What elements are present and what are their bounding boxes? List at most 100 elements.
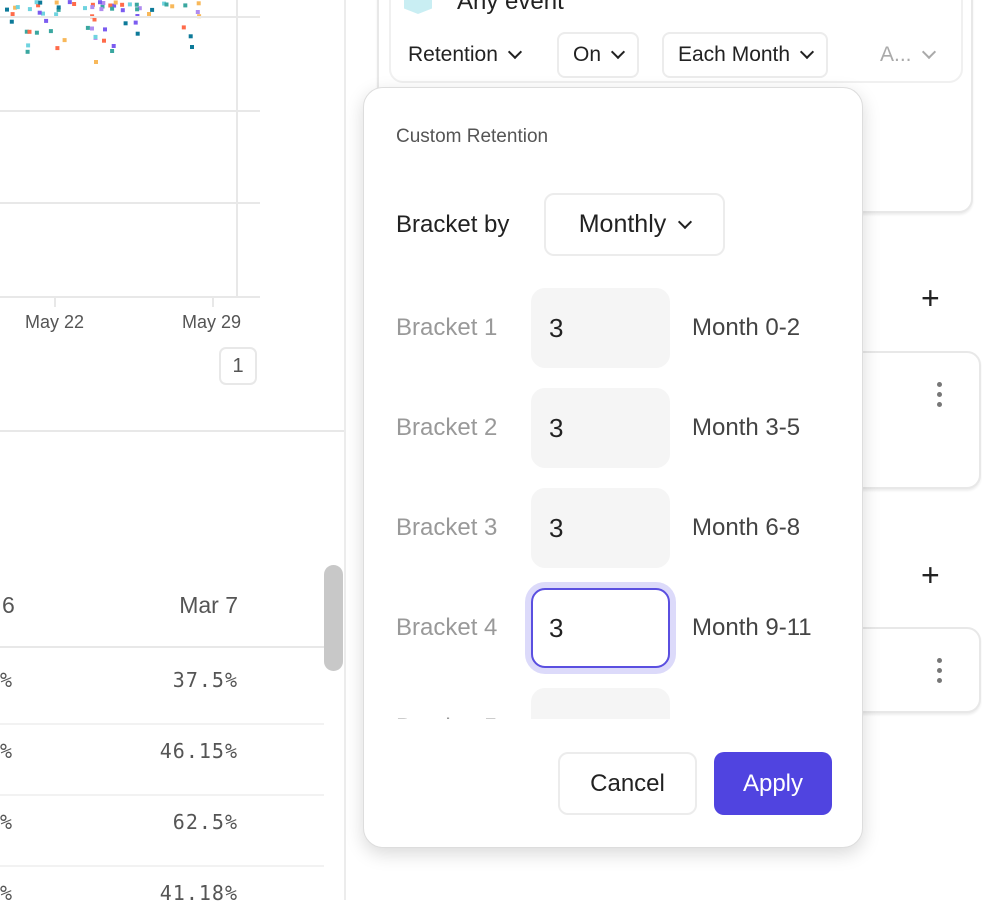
- scatter-point: [10, 12, 15, 17]
- gridline: [0, 16, 260, 18]
- gridline: [0, 110, 260, 112]
- more-options-icon[interactable]: [937, 658, 943, 683]
- scatter-point: [72, 2, 77, 6]
- x-tick-label: May 29: [182, 312, 242, 332]
- scatter-point: [170, 4, 175, 9]
- bracket-label: Bracket 5: [396, 714, 497, 719]
- row-divider: [0, 794, 324, 796]
- bracket-range: Month 9-11: [692, 614, 812, 641]
- scatter-point: [150, 7, 155, 12]
- more-options-icon[interactable]: [937, 382, 943, 407]
- row-divider: [0, 723, 324, 725]
- scatter-point: [113, 0, 118, 5]
- dropdown-value: Monthly: [578, 210, 667, 238]
- add-icon[interactable]: +: [921, 557, 940, 593]
- bracket-size-input[interactable]: [531, 388, 670, 468]
- row-divider: [0, 865, 324, 867]
- scatter-point: [83, 6, 87, 11]
- table-cell: 37.5%: [172, 668, 238, 692]
- scatter-point: [196, 1, 201, 6]
- scatter-point: [5, 7, 9, 12]
- scatter-point: [134, 2, 139, 7]
- retention-dropdown[interactable]: Retention: [392, 32, 536, 78]
- scatter-point: [38, 0, 43, 5]
- bracket-label: Bracket 2: [396, 414, 498, 441]
- custom-retention-popover: Custom Retention Bracket by Monthly Brac…: [363, 87, 863, 848]
- scatter-point: [48, 29, 53, 34]
- retention-table: 6 Mar 7 % 37.5% % 46.15% % 62.5% % 41.18…: [0, 560, 345, 905]
- table-cell: %: [0, 668, 14, 692]
- bracket-range: Month 3-5: [692, 414, 801, 441]
- cancel-button[interactable]: Cancel: [558, 752, 697, 815]
- scatter-point: [135, 31, 140, 36]
- scatter-point: [99, 7, 104, 12]
- scatter-point: [13, 5, 18, 10]
- scatter-points: [5, 0, 202, 64]
- current-date-line: [236, 0, 238, 297]
- scatter-point: [123, 21, 128, 26]
- apply-button[interactable]: Apply: [714, 752, 832, 815]
- bracket-size-input[interactable]: [531, 488, 670, 568]
- dropdown-label: On: [573, 43, 602, 66]
- bracket-range: Month 0-2: [692, 314, 801, 341]
- dropdown-label: A...: [880, 43, 912, 66]
- scatter-point: [94, 60, 98, 64]
- scatter-point: [190, 45, 194, 49]
- scatter-point: [62, 38, 67, 43]
- popover-title: Custom Retention: [396, 126, 549, 147]
- scatter-point: [44, 18, 49, 23]
- scatter-point: [110, 6, 115, 11]
- scatter-point: [92, 17, 97, 22]
- scatter-point: [137, 6, 142, 11]
- item-card: [840, 351, 981, 489]
- column-header: 6: [2, 592, 15, 618]
- scatter-point: [36, 3, 41, 8]
- bracket-by-dropdown[interactable]: Monthly: [544, 193, 725, 256]
- scrollbar-thumb[interactable]: [324, 565, 343, 671]
- scatter-point: [85, 25, 90, 30]
- scatter-point: [195, 10, 200, 14]
- chevron-down-icon: [800, 44, 815, 60]
- add-icon[interactable]: +: [921, 280, 940, 316]
- scatter-point: [37, 10, 42, 15]
- dropdown-label: Retention: [408, 43, 498, 66]
- table-cell: %: [0, 739, 14, 763]
- bracket-label: Bracket 3: [396, 514, 498, 541]
- event-name: Any event: [457, 0, 564, 15]
- table-cell: 62.5%: [172, 810, 238, 834]
- scatter-point: [15, 5, 20, 10]
- bracket-list: Bracket 1 Month 0-2 Bracket 2 Month 3-5 …: [364, 278, 864, 719]
- each-month-dropdown[interactable]: Each Month: [662, 32, 829, 78]
- scatter-point: [111, 44, 116, 48]
- scatter-point: [54, 12, 59, 17]
- scatter-point: [108, 3, 113, 8]
- truncated-dropdown[interactable]: A...: [864, 32, 950, 78]
- scatter-point: [90, 2, 95, 7]
- page-button[interactable]: 1: [219, 347, 257, 385]
- scatter-point: [147, 12, 151, 16]
- panel-divider: [344, 0, 346, 900]
- scatter-point: [103, 27, 107, 32]
- scatter-point: [188, 34, 193, 39]
- on-dropdown[interactable]: On: [557, 32, 640, 78]
- scatter-point: [101, 1, 106, 5]
- bracket-size-input[interactable]: [531, 588, 670, 668]
- bracket-size-input[interactable]: [531, 688, 670, 719]
- scatter-point: [120, 8, 125, 13]
- event-row: [389, 0, 963, 83]
- scatter-point: [24, 29, 29, 34]
- bracket-label: Bracket 1: [396, 314, 498, 341]
- chevron-down-icon: [507, 44, 522, 60]
- scatter-point: [164, 2, 169, 7]
- scatter-point: [133, 20, 138, 25]
- scatter-point: [26, 43, 31, 48]
- scatter-point: [162, 1, 167, 6]
- scatter-point: [90, 26, 94, 31]
- tick-mark: [212, 297, 214, 307]
- x-tick-label: May 22: [25, 312, 85, 332]
- scatter-point: [110, 49, 115, 53]
- chart-area: [0, 0, 260, 310]
- scatter-point: [9, 19, 14, 24]
- bracket-size-input[interactable]: [531, 288, 670, 368]
- event-icon: [404, 0, 432, 14]
